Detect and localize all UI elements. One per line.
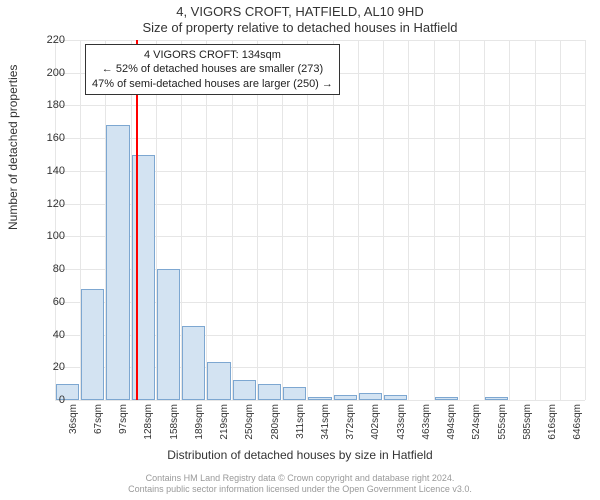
gridline-v	[408, 40, 409, 400]
x-axis-label: Distribution of detached houses by size …	[0, 448, 600, 462]
y-tick-label: 120	[35, 198, 65, 210]
plot-area: 4 VIGORS CROFT: 134sqm ← 52% of detached …	[55, 40, 585, 400]
y-tick-label: 180	[35, 99, 65, 111]
annotation-line3: 47% of semi-detached houses are larger (…	[92, 78, 333, 90]
y-tick-label: 100	[35, 230, 65, 242]
histogram-bar	[334, 395, 357, 400]
y-tick-label: 200	[35, 67, 65, 79]
gridline-v	[55, 40, 56, 400]
x-tick-label: 585sqm	[522, 404, 533, 444]
x-tick-label: 494sqm	[446, 404, 457, 444]
x-tick-label: 616sqm	[547, 404, 558, 444]
x-tick-label: 219sqm	[219, 404, 230, 444]
y-tick-label: 140	[35, 165, 65, 177]
x-tick-label: 433sqm	[396, 404, 407, 444]
x-tick-label: 402sqm	[370, 404, 381, 444]
histogram-bar	[182, 326, 205, 400]
x-tick-label: 463sqm	[421, 404, 432, 444]
x-tick-label: 341sqm	[320, 404, 331, 444]
x-tick-label: 311sqm	[295, 404, 306, 444]
y-tick-label: 0	[35, 394, 65, 406]
x-tick-label: 646sqm	[572, 404, 583, 444]
x-tick-label: 372sqm	[345, 404, 356, 444]
y-tick-label: 60	[35, 296, 65, 308]
gridline-v	[383, 40, 384, 400]
gridline-v	[434, 40, 435, 400]
gridline-v	[459, 40, 460, 400]
chart-container: 4, VIGORS CROFT, HATFIELD, AL10 9HD Size…	[0, 0, 600, 500]
x-tick-label: 128sqm	[143, 404, 154, 444]
y-tick-label: 160	[35, 132, 65, 144]
histogram-bar	[384, 395, 407, 400]
y-axis-label: Number of detached properties	[6, 65, 20, 230]
gridline-v	[358, 40, 359, 400]
attribution-text: Contains HM Land Registry data © Crown c…	[0, 473, 600, 496]
annotation-line2: ← 52% of detached houses are smaller (27…	[102, 63, 323, 75]
histogram-bar	[359, 393, 382, 400]
histogram-bar	[157, 269, 180, 400]
y-tick-label: 220	[35, 34, 65, 46]
chart-title-line1: 4, VIGORS CROFT, HATFIELD, AL10 9HD	[0, 4, 600, 19]
x-tick-label: 250sqm	[244, 404, 255, 444]
x-tick-label: 36sqm	[68, 404, 79, 444]
x-tick-label: 67sqm	[93, 404, 104, 444]
gridline-v	[560, 40, 561, 400]
gridline-v	[585, 40, 586, 400]
histogram-bar	[106, 125, 129, 400]
x-tick-label: 280sqm	[270, 404, 281, 444]
histogram-bar	[308, 397, 331, 400]
x-tick-label: 524sqm	[471, 404, 482, 444]
attribution-line2: Contains public sector information licen…	[128, 484, 472, 494]
gridline-h	[55, 105, 585, 106]
y-tick-label: 40	[35, 329, 65, 341]
gridline-v	[509, 40, 510, 400]
histogram-bar	[435, 397, 458, 400]
histogram-bar	[81, 289, 104, 400]
gridline-h	[55, 40, 585, 41]
histogram-bar	[258, 384, 281, 400]
annotation-line1: 4 VIGORS CROFT: 134sqm	[144, 49, 281, 61]
y-tick-label: 20	[35, 361, 65, 373]
y-tick-label: 80	[35, 263, 65, 275]
histogram-bar	[207, 362, 230, 400]
x-tick-label: 158sqm	[169, 404, 180, 444]
gridline-h	[55, 400, 585, 401]
histogram-bar	[283, 387, 306, 400]
x-tick-label: 189sqm	[194, 404, 205, 444]
gridline-h	[55, 138, 585, 139]
x-tick-label: 97sqm	[118, 404, 129, 444]
chart-title-line2: Size of property relative to detached ho…	[0, 20, 600, 35]
histogram-bar	[485, 397, 508, 400]
annotation-box: 4 VIGORS CROFT: 134sqm ← 52% of detached …	[85, 44, 340, 95]
attribution-line1: Contains HM Land Registry data © Crown c…	[146, 473, 455, 483]
gridline-v	[535, 40, 536, 400]
histogram-bar	[233, 380, 256, 400]
x-tick-label: 555sqm	[497, 404, 508, 444]
gridline-v	[484, 40, 485, 400]
